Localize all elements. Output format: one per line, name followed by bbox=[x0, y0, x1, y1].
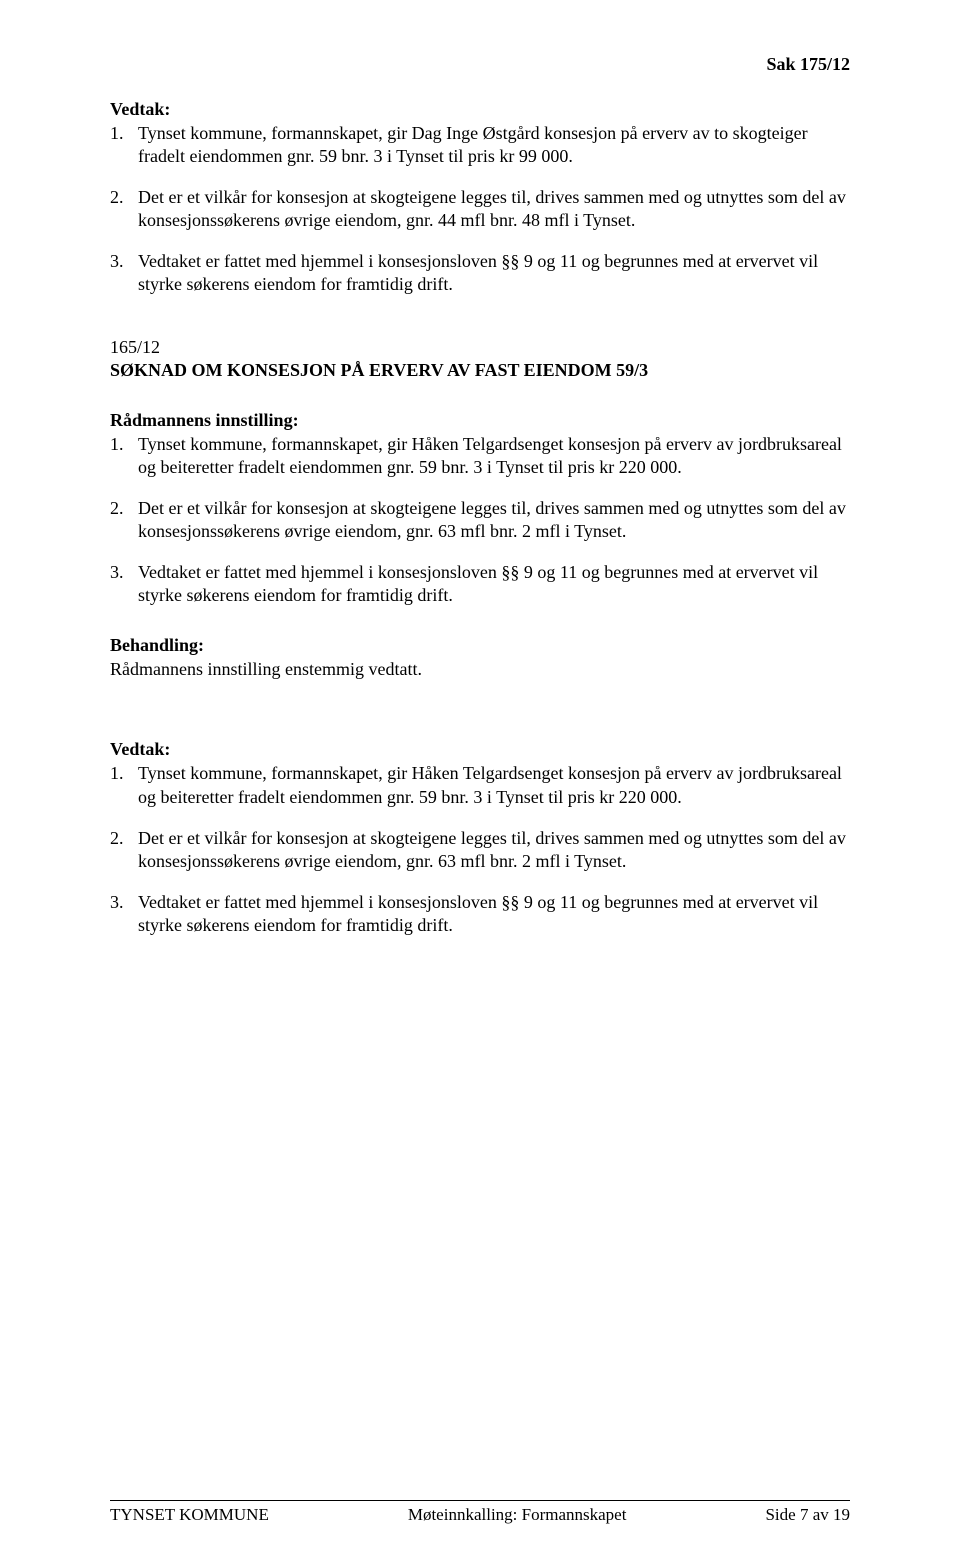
list-item-number: 1. bbox=[110, 762, 138, 808]
footer-left: TYNSET KOMMUNE bbox=[110, 1505, 269, 1525]
list-item-number: 1. bbox=[110, 122, 138, 168]
vedtak1-list: 1. Tynset kommune, formannskapet, gir Da… bbox=[110, 122, 850, 296]
list-item-text: Tynset kommune, formannskapet, gir Dag I… bbox=[138, 122, 850, 168]
list-item: 3. Vedtaket er fattet med hjemmel i kons… bbox=[110, 891, 850, 937]
innstilling-list: 1. Tynset kommune, formannskapet, gir Hå… bbox=[110, 433, 850, 607]
list-item-text: Vedtaket er fattet med hjemmel i konsesj… bbox=[138, 250, 850, 296]
page-footer: TYNSET KOMMUNE Møteinnkalling: Formannsk… bbox=[110, 1500, 850, 1525]
list-item-text: Det er et vilkår for konsesjon at skogte… bbox=[138, 827, 850, 873]
list-item: 2. Det er et vilkår for konsesjon at sko… bbox=[110, 186, 850, 232]
innstilling-heading: Rådmannens innstilling: bbox=[110, 410, 850, 431]
list-item: 1. Tynset kommune, formannskapet, gir Da… bbox=[110, 122, 850, 168]
list-item-number: 2. bbox=[110, 186, 138, 232]
list-item: 1. Tynset kommune, formannskapet, gir Hå… bbox=[110, 762, 850, 808]
case165-number: 165/12 bbox=[110, 336, 850, 359]
footer-center: Møteinnkalling: Formannskapet bbox=[408, 1505, 627, 1525]
list-item-text: Vedtaket er fattet med hjemmel i konsesj… bbox=[138, 891, 850, 937]
list-item-text: Tynset kommune, formannskapet, gir Håken… bbox=[138, 433, 850, 479]
list-item: 2. Det er et vilkår for konsesjon at sko… bbox=[110, 497, 850, 543]
document-page: Sak 175/12 Vedtak: 1. Tynset kommune, fo… bbox=[0, 0, 960, 1561]
behandling-text: Rådmannens innstilling enstemmig vedtatt… bbox=[110, 658, 850, 681]
list-item-text: Det er et vilkår for konsesjon at skogte… bbox=[138, 186, 850, 232]
vedtak1-heading: Vedtak: bbox=[110, 99, 850, 120]
list-item: 1. Tynset kommune, formannskapet, gir Hå… bbox=[110, 433, 850, 479]
behandling-heading: Behandling: bbox=[110, 635, 850, 656]
page-header-caseno: Sak 175/12 bbox=[110, 54, 850, 75]
list-item-number: 2. bbox=[110, 827, 138, 873]
list-item-number: 3. bbox=[110, 250, 138, 296]
list-item-number: 3. bbox=[110, 561, 138, 607]
case165-title: SØKNAD OM KONSESJON PÅ ERVERV AV FAST EI… bbox=[110, 359, 850, 382]
list-item-text: Det er et vilkår for konsesjon at skogte… bbox=[138, 497, 850, 543]
list-item-text: Vedtaket er fattet med hjemmel i konsesj… bbox=[138, 561, 850, 607]
footer-divider bbox=[110, 1500, 850, 1501]
vedtak2-list: 1. Tynset kommune, formannskapet, gir Hå… bbox=[110, 762, 850, 936]
list-item-number: 1. bbox=[110, 433, 138, 479]
list-item: 2. Det er et vilkår for konsesjon at sko… bbox=[110, 827, 850, 873]
list-item-number: 2. bbox=[110, 497, 138, 543]
vedtak2-heading: Vedtak: bbox=[110, 739, 850, 760]
list-item-text: Tynset kommune, formannskapet, gir Håken… bbox=[138, 762, 850, 808]
list-item-number: 3. bbox=[110, 891, 138, 937]
list-item: 3. Vedtaket er fattet med hjemmel i kons… bbox=[110, 250, 850, 296]
list-item: 3. Vedtaket er fattet med hjemmel i kons… bbox=[110, 561, 850, 607]
footer-right: Side 7 av 19 bbox=[765, 1505, 850, 1525]
